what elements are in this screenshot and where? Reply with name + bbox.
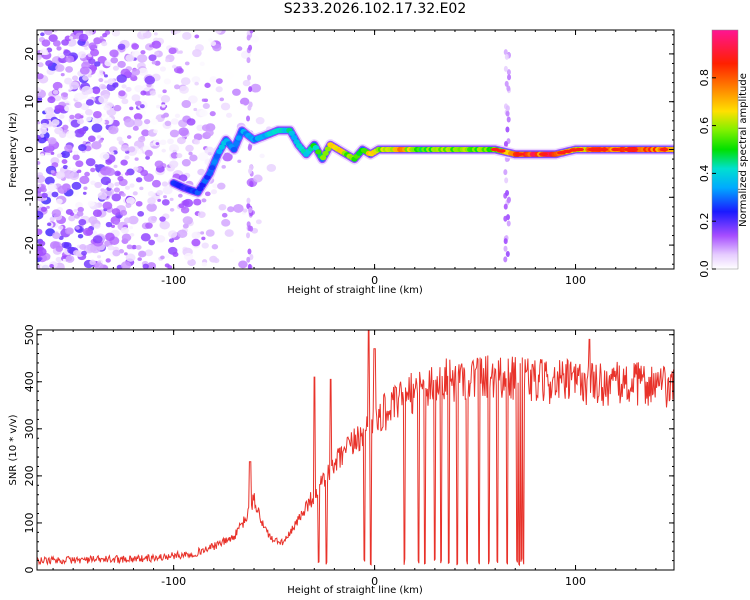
colorbar: 0.0 0.2 0.4 0.6 0.8 Normalized spectral ampl… [698,29,749,278]
snr-panel: -100 0 100 0 100 200 300 400 500 Height of stra… [8,324,675,596]
snr-xtick-label: -100 [161,575,186,588]
spectrogram-ytick-label: 20 [23,47,36,61]
spectrogram-xtick-label: -100 [161,274,186,287]
snr-ytick-label: 400 [23,371,36,392]
spectrogram-ytick-label: -10 [23,188,36,206]
spectrogram-ytick-label: 10 [23,95,36,109]
spectrogram-ytick-label: 0 [23,146,36,153]
snr-line [37,330,674,567]
spectrogram-x-ticks: -100 0 100 [52,30,657,287]
snr-series [37,330,674,567]
snr-frame [36,329,675,571]
spectrogram-xtick-label: 100 [565,274,586,287]
spectrogram-x-axis-label: Height of straight line (km) [287,285,423,296]
snr-y-ticks: 0 100 200 300 400 500 [23,324,674,574]
noise-scatter [37,30,512,269]
colorbar-label: Normalized spectral amplitude [738,73,749,227]
snr-xtick-label: 0 [371,575,378,588]
colorbar-tick-label: 0.2 [698,212,711,230]
snr-xtick-label: 100 [565,575,586,588]
spectrogram-xtick-label: 0 [371,274,378,287]
snr-y-axis-label: SNR (10 * v/v) [8,414,19,485]
spectrogram-y-ticks: -20 -10 0 10 20 [23,34,674,265]
snr-ytick-label: 100 [23,512,36,533]
snr-ytick-label: 500 [23,324,36,345]
frequency-ridge [168,124,674,198]
snr-ytick-label: 200 [23,465,36,486]
page-title: S233.2026.102.17.32.E02 [283,1,467,17]
snr-ytick-label: 300 [23,418,36,439]
colorbar-tick-label: 0.8 [698,69,711,87]
spectrogram-ytick-label: -20 [23,236,36,254]
colorbar-tick-label: 0.6 [698,117,711,135]
colorbar-gradient [712,30,738,269]
colorbar-ticks: 0.0 0.2 0.4 0.6 0.8 [698,69,716,278]
snr-x-ticks: -100 0 100 [52,330,657,588]
colorbar-tick-label: 0.4 [698,165,711,183]
snr-x-axis-label: Height of straight line (km) [287,585,423,596]
colorbar-tick-label: 0.0 [698,260,711,278]
spectrogram-y-axis-label: Frequency (Hz) [8,112,19,188]
snr-ytick-label: 0 [23,567,36,574]
